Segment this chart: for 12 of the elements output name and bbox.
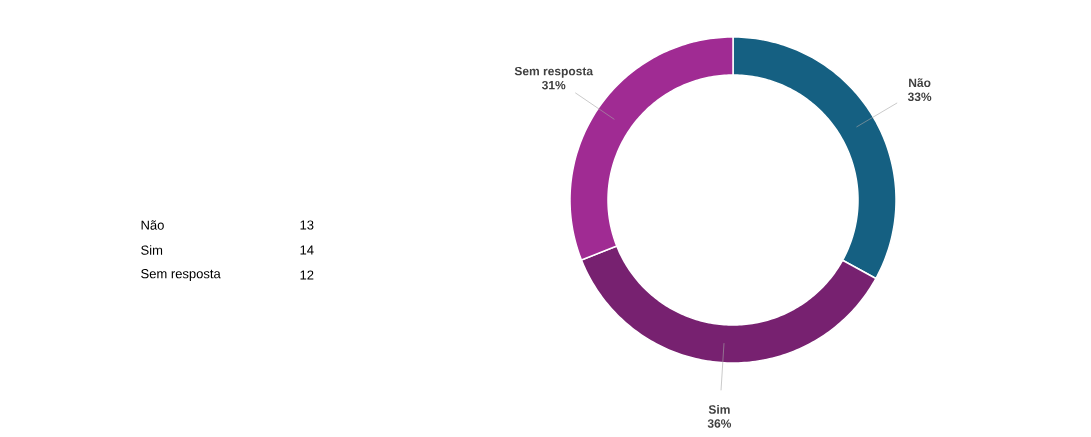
slice-label: Sem resposta — [514, 66, 594, 78]
slice-label: Sim — [708, 404, 730, 414]
category-label: Não — [141, 220, 164, 230]
data-label: 36% — [707, 419, 732, 428]
data-label: 31% — [541, 80, 566, 90]
data-label: 12 — [300, 270, 314, 280]
category-label: Sim — [141, 245, 163, 255]
data-label: 13 — [300, 220, 314, 230]
category-label: Sem resposta — [141, 269, 221, 281]
slice-label: Não — [909, 78, 931, 88]
data-label: 33% — [907, 92, 932, 102]
data-label: 14 — [300, 245, 314, 255]
